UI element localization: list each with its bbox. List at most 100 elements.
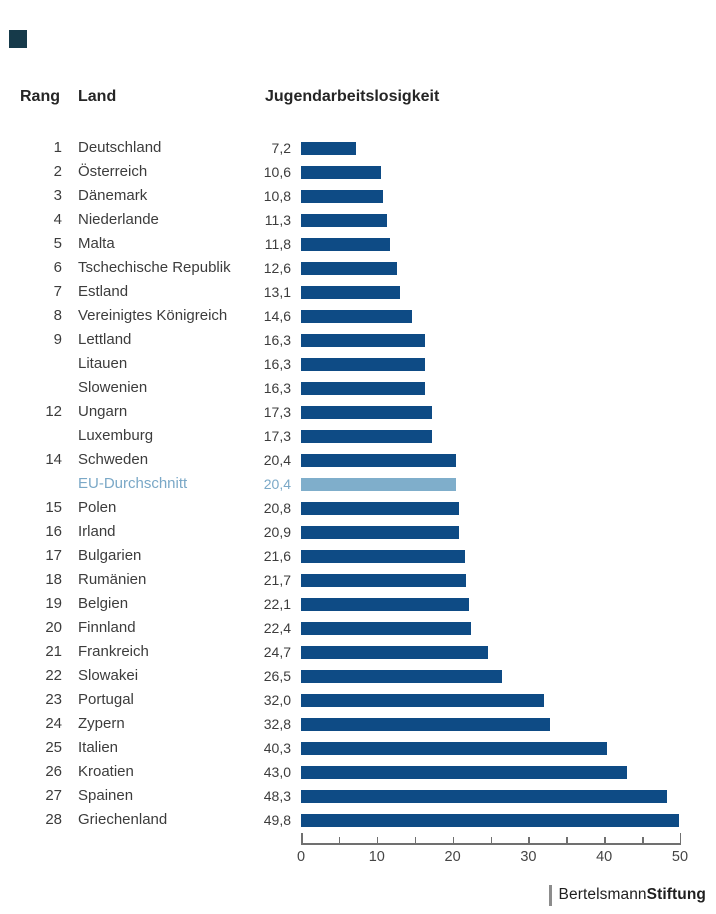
value-cell: 48,3 [263,788,291,804]
bar [301,261,397,275]
x-axis-tick [566,837,568,844]
bar-area [301,136,716,160]
rank-cell: 12 [45,403,62,420]
value-cell: 49,8 [263,812,291,828]
table-row: 21 Frankreich 24,7 [0,640,716,664]
bar-area [301,760,716,784]
table-row: 2 Österreich 10,6 [0,160,716,184]
footer-divider-bar [548,884,552,906]
bar-area [301,640,716,664]
table-row: 18 Rumänien 21,7 [0,568,716,592]
rank-cell: 25 [45,739,62,756]
value-cell: 12,6 [263,260,291,276]
value-cell: 10,6 [263,164,291,180]
value-cell: 11,8 [264,236,291,252]
country-cell: Portugal [78,691,134,708]
bar [301,357,425,371]
country-cell: Polen [78,499,117,516]
bar [301,165,382,179]
column-header-rank: Rang [20,88,60,105]
rank-cell: 8 [53,307,62,324]
table-row: 7 Estland 13,1 [0,280,716,304]
country-cell: Österreich [78,163,148,180]
bar-area [301,664,716,688]
bar-area [301,592,716,616]
value-cell: 32,8 [263,716,291,732]
table-row: 15 Polen 20,8 [0,496,716,520]
country-cell: Deutschland [78,139,162,156]
bar-area [301,352,716,376]
bar-area [301,472,716,496]
bar-area [301,568,716,592]
rank-cell: 9 [53,331,62,348]
table-row: 1 Deutschland 7,2 [0,136,716,160]
country-cell: Frankreich [78,643,149,660]
value-cell: 7,2 [271,140,291,156]
x-axis-tick-label: 50 [671,849,689,865]
country-cell: Bulgarien [78,547,142,564]
bar [301,141,356,155]
table-row: 4 Niederlande 11,3 [0,208,716,232]
bar [301,789,668,803]
value-cell: 17,3 [263,404,291,420]
rank-cell: 2 [53,163,62,180]
bar [301,429,433,443]
value-cell: 10,8 [263,188,291,204]
x-axis-tick [338,837,341,844]
bar [301,189,383,203]
column-header-country: Land [78,88,117,105]
country-cell: Niederlande [78,211,159,228]
bar [301,741,607,755]
bar-area [301,400,716,424]
bar [301,717,550,731]
value-cell: 20,9 [263,524,291,540]
value-cell: 22,1 [263,596,291,612]
table-row: 25 Italien 40,3 [0,736,716,760]
value-cell: 22,4 [263,620,291,636]
rank-cell: 19 [45,595,62,612]
country-cell: Kroatien [78,763,134,780]
bar-area [301,256,716,280]
rank-cell: 6 [53,259,62,276]
bar-eu-average [301,477,456,491]
x-axis-tick [528,837,530,844]
rank-cell: 3 [53,187,62,204]
x-axis-tick [642,837,644,844]
x-axis: 0 10 20 30 40 50 [297,833,688,873]
value-cell: 24,7 [263,644,291,660]
bar-area [301,496,716,520]
value-cell: 26,5 [263,668,291,684]
value-cell: 11,3 [264,212,291,228]
x-axis-tick [301,833,303,844]
country-cell: Vereinigtes Königreich [78,307,228,324]
column-header-value: Jugendarbeitslosigkeit [265,88,440,105]
country-cell: Luxemburg [78,427,154,444]
table-row: 14 Schweden 20,4 [0,448,716,472]
country-cell: Griechenland [78,811,168,828]
bar-area [301,424,716,448]
rank-cell: 20 [45,619,62,636]
value-cell: 32,0 [263,692,291,708]
table-row: 20 Finnland 22,4 [0,616,716,640]
country-cell: Slowakei [78,667,139,684]
value-cell: 40,3 [263,740,291,756]
country-cell: Finnland [78,619,136,636]
bar [301,501,459,515]
rank-cell: 24 [45,715,62,732]
table-row: Litauen 16,3 [0,352,716,376]
table-row: 23 Portugal 32,0 [0,688,716,712]
country-cell: EU-Durchschnitt [78,475,188,492]
bar-area [301,544,716,568]
brand-wordmark-bold: Stiftung [646,886,706,903]
table-row: 27 Spainen 48,3 [0,784,716,808]
brand-wordmark: BertelsmannStiftung [559,886,706,904]
x-axis-tick-label: 40 [596,849,613,865]
bar [301,237,391,251]
table-row: 5 Malta 11,8 [0,232,716,256]
country-cell: Tschechische Republik [78,259,231,276]
rank-cell: 5 [53,235,62,252]
bar-chart-rows: 1 Deutschland 7,2 2 Österreich 10,6 3 Dänemark 1… [0,136,716,832]
value-cell: 16,3 [263,332,291,348]
table-row: 24 Zypern 32,8 [0,712,716,736]
